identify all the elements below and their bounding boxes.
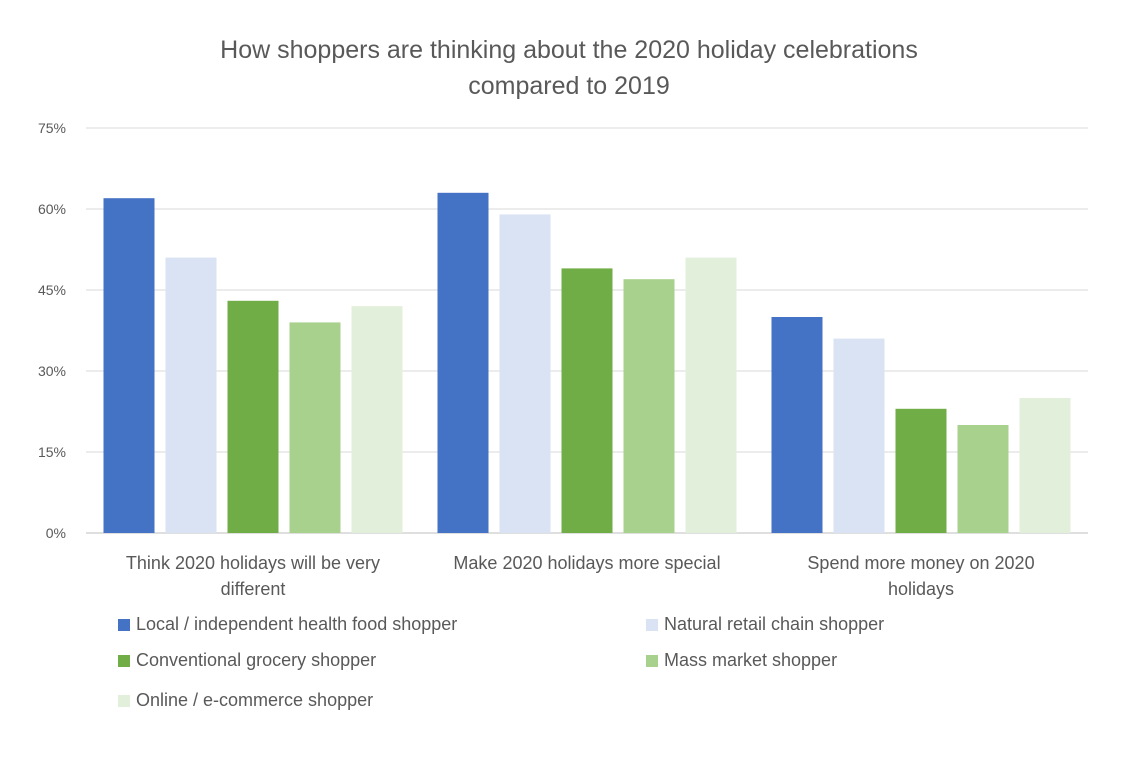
bar	[289, 322, 341, 533]
chart-title: How shoppers are thinking about the 2020…	[0, 32, 1138, 104]
bar	[685, 257, 737, 533]
bar	[833, 338, 885, 533]
bar	[499, 214, 551, 533]
bar	[957, 425, 1009, 533]
bar	[103, 198, 155, 533]
y-tick-label: 15%	[38, 444, 66, 460]
category-label: Think 2020 holidays will be very differen…	[126, 553, 380, 599]
bar	[165, 257, 217, 533]
bar	[351, 306, 403, 533]
y-tick-label: 60%	[38, 201, 66, 217]
bar	[623, 279, 675, 533]
bar	[561, 268, 613, 533]
bar	[771, 317, 823, 533]
bar	[895, 408, 947, 533]
chart-title-line-1: How shoppers are thinking about the 2020…	[220, 36, 918, 64]
y-tick-label: 0%	[46, 525, 66, 541]
bar	[1019, 398, 1071, 533]
category-label: Make 2020 holidays more special	[453, 553, 720, 573]
chart-title-line-2: compared to 2019	[468, 72, 670, 100]
y-tick-label: 30%	[38, 363, 66, 379]
category-label-line: Think 2020 holidays will be very	[126, 553, 380, 573]
category-label: Spend more money on 2020 holidays	[807, 553, 1034, 599]
category-label-line: Make 2020 holidays more special	[453, 553, 720, 573]
category-label-line: Spend more money on 2020	[807, 553, 1034, 573]
category-label-line: different	[221, 579, 286, 599]
bar	[227, 300, 279, 533]
category-label-line: holidays	[888, 579, 954, 599]
y-tick-label: 75%	[38, 120, 66, 136]
y-tick-label: 45%	[38, 282, 66, 298]
bar	[437, 192, 489, 534]
